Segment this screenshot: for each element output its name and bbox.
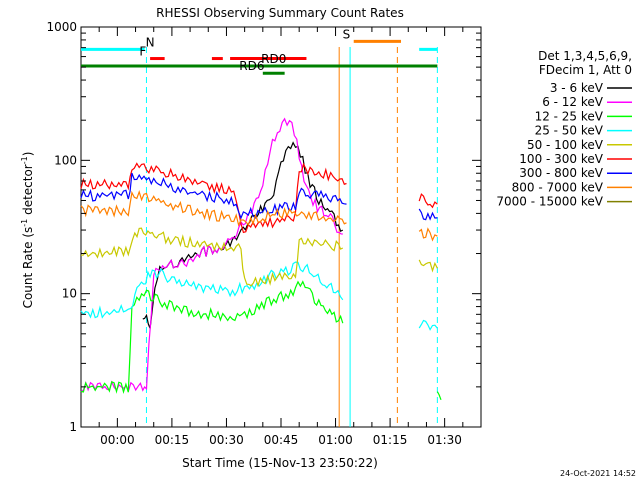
legend-header: Det 1,3,4,5,6,9,: [538, 49, 632, 63]
series-line-6: [80, 172, 347, 220]
legend: Det 1,3,4,5,6,9,FDecim 1, Att 0 3 - 6 keV…: [496, 49, 632, 209]
x-tick-label: 01:15: [373, 433, 408, 447]
series-after-gap-3: [418, 259, 438, 273]
series-line-5: [80, 162, 347, 234]
y-axis-label-sup2: -1: [20, 156, 29, 164]
legend-label: 300 - 800 keV: [519, 166, 603, 180]
legend-header: FDecim 1, Att 0: [539, 63, 632, 77]
legend-label: 100 - 300 keV: [519, 152, 603, 166]
legend-label: 50 - 100 keV: [527, 138, 604, 152]
x-tick-label: 00:00: [100, 433, 135, 447]
x-tick-label: 01:30: [427, 433, 462, 447]
flag-label-f: F: [139, 45, 146, 59]
y-axis-label-sup: -1: [20, 219, 29, 227]
flag-label-s: S: [343, 27, 351, 41]
series-after-gap-4: [418, 319, 438, 331]
y-tick-label: 10: [62, 287, 77, 301]
legend-label: 12 - 25 keV: [535, 109, 604, 123]
y-axis-label-mid: detector: [21, 164, 35, 219]
series-after-gap-1: [418, 208, 438, 221]
x-tick-label: 00:15: [155, 433, 190, 447]
x-axis-label: Start Time (15-Nov-13 23:50:22): [182, 456, 378, 470]
legend-label: 800 - 7000 keV: [512, 180, 604, 194]
y-axis-label: Count Rate (s-1 detector-1): [20, 152, 35, 309]
legend-label: 3 - 6 keV: [550, 81, 604, 95]
series-after-gap-5: [436, 391, 442, 401]
y-axis-ticks: 1 10 100 1000: [46, 20, 481, 434]
series-line-2: [80, 280, 344, 395]
legend-label: 25 - 50 keV: [535, 124, 604, 138]
flag-label-rd0: RD0: [261, 52, 286, 66]
y-axis-label-end: ): [21, 152, 35, 157]
y-tick-label: 100: [54, 153, 77, 167]
chart-title: RHESSI Observing Summary Count Rates: [156, 6, 404, 20]
plot-frame: [80, 26, 482, 428]
x-axis-ticks: 00:00 00:15 00:30 00:45 01:00 01:15 01:30: [80, 27, 482, 447]
flag-label-rd6: RD6: [239, 59, 264, 73]
series-after-gap-0: [418, 193, 438, 209]
y-tick-label: 1: [69, 420, 77, 434]
legend-label: 7000 - 15000 keV: [496, 195, 603, 209]
y-axis-label-main: Count Rate (s: [21, 227, 35, 309]
flag-label-n: N: [146, 35, 155, 49]
y-tick-label: 1000: [46, 20, 77, 34]
legend-label: 6 - 12 keV: [542, 95, 604, 109]
series-after-gap-2: [418, 227, 438, 242]
x-tick-label: 00:30: [209, 433, 244, 447]
series-line-4: [80, 227, 344, 288]
series-line-7: [80, 190, 347, 227]
x-tick-label: 00:45: [264, 433, 299, 447]
series-line-3: [80, 261, 344, 319]
timestamp: 24-Oct-2021 14:52: [560, 469, 636, 478]
x-tick-label: 01:00: [318, 433, 353, 447]
